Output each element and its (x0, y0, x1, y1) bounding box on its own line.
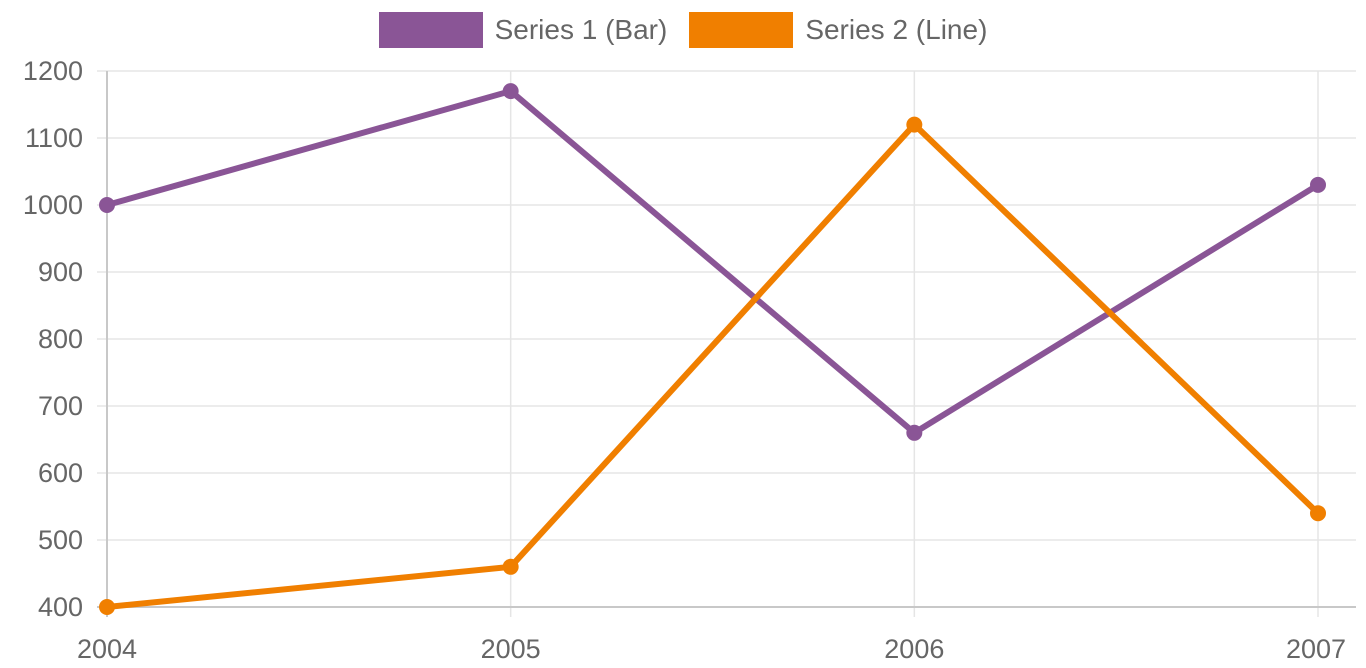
data-point-series-2[interactable] (1310, 505, 1326, 522)
y-tick-label: 900 (38, 257, 83, 287)
data-point-series-1[interactable] (906, 424, 923, 441)
legend-item-series-1[interactable]: Series 1 (Bar) (378, 12, 668, 48)
y-axis-ticks: 400 500 600 700 800 900 1000 1100 1200 (23, 56, 83, 622)
x-tick-label: 2004 (77, 634, 137, 664)
legend-swatch-series-1 (378, 12, 483, 48)
legend: Series 1 (Bar) Series 2 (Line) (0, 12, 1366, 48)
legend-swatch-series-2 (689, 12, 794, 48)
x-axis-ticks: 2004 2005 2006 2007 (77, 634, 1346, 664)
y-tick-label: 800 (38, 324, 83, 354)
data-point-series-1[interactable] (502, 83, 519, 100)
legend-item-series-2[interactable]: Series 2 (Line) (689, 12, 987, 48)
series-lines (104, 88, 1321, 610)
y-tick-label: 600 (38, 458, 83, 488)
legend-label-series-2: Series 2 (Line) (805, 14, 988, 45)
y-tick-label: 1000 (23, 190, 83, 220)
data-point-series-2[interactable] (99, 599, 115, 615)
x-tick-label: 2005 (481, 634, 541, 664)
data-point-series-1[interactable] (1310, 176, 1326, 193)
x-tick-label: 2006 (884, 634, 944, 664)
y-tick-label: 400 (38, 592, 83, 622)
series-line-2 (104, 121, 1321, 610)
data-point-series-1[interactable] (99, 197, 115, 213)
y-tick-label: 500 (38, 525, 83, 555)
y-tick-label: 1200 (23, 56, 83, 86)
x-tick-label: 2007 (1286, 634, 1346, 664)
legend-label-series-1: Series 1 (Bar) (494, 14, 668, 45)
axes (97, 71, 1356, 617)
data-point-series-2[interactable] (502, 558, 519, 575)
data-point-series-2[interactable] (906, 116, 923, 133)
y-tick-label: 700 (38, 391, 83, 421)
series-line-1 (104, 88, 1321, 436)
y-tick-label: 1100 (25, 123, 83, 153)
series-points (99, 83, 1326, 615)
